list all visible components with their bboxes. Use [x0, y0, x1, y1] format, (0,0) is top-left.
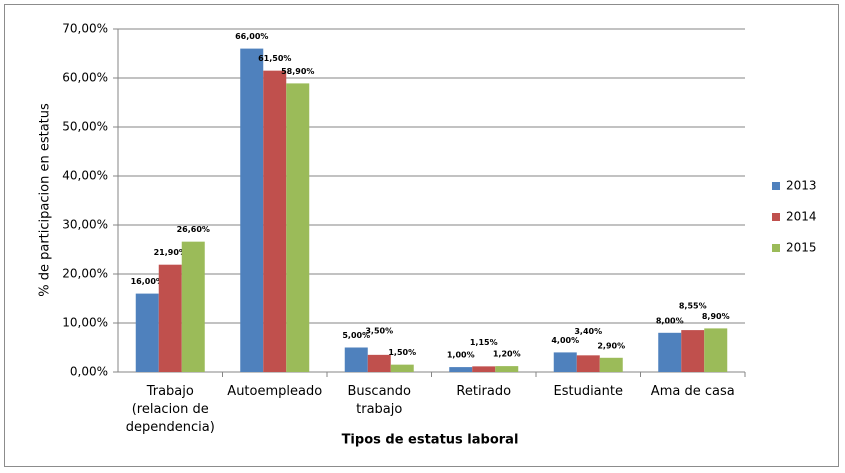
bar: [704, 328, 728, 372]
value-label: 2,90%: [597, 341, 625, 350]
bar: [367, 354, 391, 372]
bar: [658, 332, 682, 372]
bar: [240, 48, 264, 372]
y-tick-label: 70,00%: [62, 22, 108, 36]
bar: [390, 364, 414, 372]
bar: [181, 241, 205, 372]
y-tick-label: 50,00%: [62, 120, 108, 134]
y-tick-label: 30,00%: [62, 218, 108, 232]
legend-swatch: [772, 213, 780, 221]
legend-label: 2013: [786, 179, 817, 193]
value-label: 1,50%: [388, 348, 416, 357]
legend-swatch: [772, 244, 780, 252]
value-label: 21,90%: [154, 248, 187, 257]
value-label: 8,55%: [679, 302, 707, 311]
value-label: 5,00%: [342, 331, 370, 340]
y-tick-label: 0,00%: [70, 365, 108, 379]
bar: [599, 357, 623, 372]
value-label: 1,00%: [447, 351, 475, 360]
bar: [449, 367, 473, 372]
value-label: 26,60%: [177, 225, 210, 234]
value-label: 61,50%: [258, 54, 291, 63]
value-label: 58,90%: [281, 67, 314, 76]
value-label: 66,00%: [235, 32, 268, 41]
legend-label: 2014: [786, 210, 817, 224]
x-tick-label: Autoempleado: [227, 384, 323, 399]
bar: [344, 347, 368, 372]
legend-swatch: [772, 182, 780, 190]
value-label: 1,20%: [493, 350, 521, 359]
x-tick-label: Buscando trabajo: [347, 384, 412, 417]
bar: [135, 293, 159, 372]
legend-label: 2015: [786, 241, 817, 255]
bar: [263, 70, 287, 373]
bar: [495, 366, 519, 372]
bar: [681, 330, 705, 372]
x-tick-label: Trabajo (relacion de dependencia): [125, 384, 215, 435]
value-label: 3,50%: [365, 326, 393, 335]
y-tick-label: 10,00%: [62, 316, 108, 330]
x-tick-label: Ama de casa: [650, 384, 735, 399]
value-label: 8,00%: [656, 316, 684, 325]
bar: [472, 366, 496, 372]
value-label: 8,90%: [702, 312, 730, 321]
bar: [158, 264, 182, 372]
x-axis-title: Tipos de estatus laboral: [342, 433, 519, 448]
x-tick-label: Estudiante: [553, 384, 624, 399]
x-tick-label: Retirado: [456, 384, 512, 399]
bar: [576, 355, 600, 372]
bar: [553, 352, 577, 372]
y-axis-title: % de participacion en estatus: [38, 103, 53, 297]
value-label: 3,40%: [574, 327, 602, 336]
y-tick-label: 20,00%: [62, 267, 108, 281]
y-tick-label: 40,00%: [62, 169, 108, 183]
chart-border: [4, 4, 839, 467]
y-tick-label: 60,00%: [62, 71, 108, 85]
value-label: 4,00%: [551, 336, 579, 345]
bar: [286, 83, 310, 372]
value-label: 16,00%: [131, 277, 164, 286]
value-label: 1,15%: [470, 338, 498, 347]
